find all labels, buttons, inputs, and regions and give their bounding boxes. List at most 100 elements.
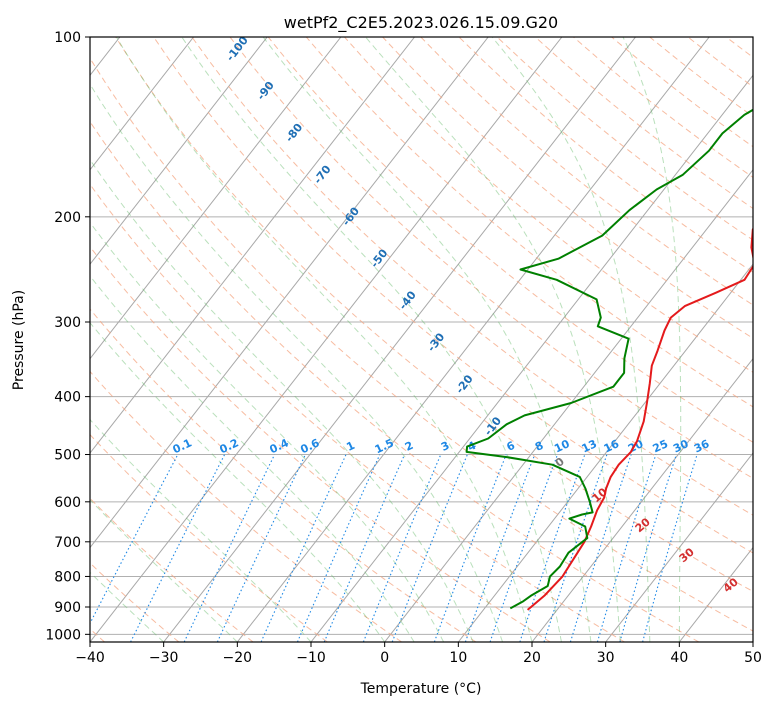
x-axis: −40 −30 −20 −10 0 10 20 30 40 50 [75, 642, 762, 666]
moist-adiabat-line [90, 275, 415, 642]
mixing-ratio-label: 0.4 [268, 436, 291, 456]
isotherm-line [90, 37, 194, 171]
moist-adiabat-line [491, 37, 651, 642]
isotherm-line [163, 37, 636, 642]
mixing-ratio-line [619, 454, 677, 642]
y-tick-label: 100 [54, 30, 81, 46]
dry-adiabat-label: -40 [396, 288, 419, 312]
dry-adiabat-line [191, 37, 753, 516]
mixing-ratio-line [642, 454, 698, 642]
x-tick-label: 0 [380, 650, 389, 666]
dry-adiabat-label: -70 [311, 163, 334, 187]
isotherm-line [457, 263, 753, 642]
mixing-ratio-line [433, 454, 507, 642]
x-tick-label: 30 [597, 650, 615, 666]
dry-adiabat-line [496, 37, 753, 241]
dry-adiabat-line [90, 120, 700, 642]
mixing-ratio-label: 30 [671, 437, 691, 455]
mixing-ratio-line [391, 454, 468, 642]
dry-adiabat-line [90, 245, 551, 642]
dewpoint-line [465, 108, 753, 610]
chart-title: wetPf2_C2E5.2023.026.15.09.G20 [284, 13, 558, 33]
mixing-ratio-line [362, 454, 442, 642]
dry-adiabat-label: -90 [254, 79, 277, 103]
y-tick-label: 1000 [45, 627, 81, 643]
background-lines [90, 37, 775, 642]
dry-adiabat-line [382, 37, 753, 339]
dry-adiabat-line [90, 57, 753, 632]
isotherm-line [531, 357, 753, 642]
moist-adiabat-line [90, 158, 474, 642]
y-tick-label: 200 [54, 210, 81, 226]
mixing-ratio-line [519, 454, 586, 642]
isotherm-line [384, 168, 753, 642]
moist-adiabat-line [622, 37, 682, 642]
mixing-ratio-label: 1 [344, 439, 356, 454]
moist-adiabat-line [115, 37, 533, 642]
background-line-labels: 0.1 0.2 0.4 0.6 1 1.5 2 3 4 6 8 10 13 16 20 25 30 36-100-… [171, 34, 741, 595]
dry-adiabat-label: -50 [368, 246, 391, 270]
mixing-ratio-label: 25 [651, 437, 670, 455]
x-tick-label: −40 [75, 650, 105, 666]
y-axis-label: Pressure (hPa) [11, 290, 27, 390]
moist-adiabat-label: 20 [633, 515, 653, 535]
mixing-ratio-label: 1.5 [373, 436, 396, 456]
moist-adiabat-line [365, 37, 621, 642]
mixing-ratio-label: 10 [552, 437, 572, 455]
mixing-ratio-line [489, 454, 559, 642]
x-tick-label: −30 [149, 650, 179, 666]
x-tick-label: 50 [744, 650, 762, 666]
mixing-ratio-line [323, 454, 406, 642]
mixing-ratio-line [464, 454, 536, 642]
temperature-line [526, 227, 753, 611]
x-tick-label: 40 [670, 650, 688, 666]
y-tick-label: 700 [54, 535, 81, 551]
y-tick-label: 800 [54, 569, 81, 585]
mixing-ratio-label: 2 [403, 439, 415, 454]
mixing-ratio-line [130, 454, 226, 642]
x-tick-label: 10 [449, 650, 467, 666]
mixing-ratio-line [216, 454, 306, 642]
y-tick-label: 900 [54, 600, 81, 616]
isotherm-line [605, 452, 753, 642]
moist-adiabat-line [262, 37, 592, 642]
isotherm-line [236, 37, 710, 642]
dry-adiabat-line [115, 37, 753, 593]
mixing-ratio-label: 3 [439, 439, 451, 454]
x-tick-label: −10 [296, 650, 326, 666]
dry-adiabat-line [90, 370, 402, 642]
dry-adiabat-line [90, 562, 180, 642]
dry-adiabat-line [153, 37, 753, 554]
dry-adiabat-label: -20 [453, 372, 476, 396]
mixing-ratio-line [183, 454, 276, 642]
moist-adiabat-label: 40 [721, 575, 741, 595]
dry-adiabat-line [90, 497, 254, 642]
mixing-ratio-line [296, 454, 381, 642]
mixing-ratio-label: 36 [692, 437, 712, 455]
dry-adiabat-line [90, 183, 625, 642]
dry-adiabat-line [90, 433, 328, 642]
dry-adiabat-line [573, 37, 753, 178]
y-axis: 1000 900 800 700 600 500 400 300 200 100 [45, 30, 90, 643]
dry-adiabat-line [764, 37, 775, 642]
x-axis-label: Temperature (°C) [360, 681, 482, 697]
mixing-ratio-label: 13 [580, 437, 599, 455]
x-tick-label: 20 [523, 650, 541, 666]
dry-adiabat-line [90, 308, 477, 642]
isotherm-line [90, 37, 415, 454]
mixing-ratio-label: 6 [505, 439, 518, 454]
mixing-ratio-label: 16 [602, 437, 622, 455]
moist-adiabat-line [90, 499, 238, 642]
moist-adiabat-line [90, 321, 386, 642]
moist-adiabat-line [90, 83, 503, 642]
y-tick-label: 300 [54, 315, 81, 331]
dry-adiabat-label: -100 [224, 34, 251, 64]
mixing-ratio-line [569, 454, 632, 642]
dry-adiabat-line [344, 37, 753, 373]
mixing-ratio-line [260, 454, 347, 642]
mixing-ratio-label: 0.6 [298, 436, 321, 456]
dry-adiabat-label: -60 [340, 204, 363, 228]
mixing-ratio-line [596, 454, 657, 642]
mixing-ratio-label: 8 [533, 439, 545, 454]
